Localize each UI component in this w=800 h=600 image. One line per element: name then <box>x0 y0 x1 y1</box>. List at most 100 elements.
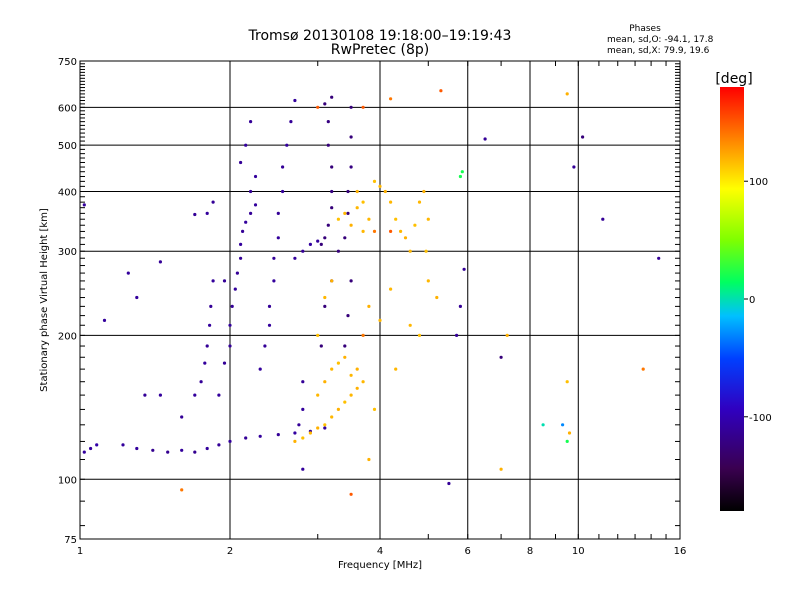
stats-header: Phases <box>629 24 661 34</box>
data-point <box>301 436 305 440</box>
data-point <box>151 448 155 452</box>
data-point <box>330 206 334 210</box>
data-point <box>267 323 272 327</box>
data-point <box>326 143 330 147</box>
data-point <box>102 318 107 322</box>
data-point <box>462 267 466 271</box>
data-point <box>89 446 93 451</box>
data-point <box>253 203 258 207</box>
data-point <box>239 160 243 165</box>
data-point <box>244 436 248 440</box>
data-point <box>281 165 285 169</box>
data-point <box>323 380 327 384</box>
data-point <box>217 393 221 397</box>
data-point <box>426 217 430 221</box>
data-points <box>82 89 661 496</box>
data-point <box>361 229 365 233</box>
data-point <box>222 279 227 283</box>
y-tick-label: 500 <box>58 141 77 152</box>
data-point <box>361 200 365 204</box>
data-point <box>349 165 353 169</box>
data-point <box>217 443 221 447</box>
data-point <box>95 443 99 447</box>
data-point <box>641 367 645 371</box>
data-point <box>601 217 605 221</box>
data-point <box>319 242 323 246</box>
data-point <box>316 426 320 430</box>
data-point <box>346 211 350 215</box>
data-point <box>367 457 371 462</box>
data-point <box>541 423 545 427</box>
data-point <box>323 304 327 308</box>
data-point <box>447 481 451 486</box>
data-point <box>439 89 443 93</box>
data-point <box>355 386 359 390</box>
data-point <box>285 143 289 147</box>
data-point <box>561 423 565 427</box>
data-point <box>361 333 365 337</box>
data-point <box>389 200 393 204</box>
data-point <box>499 355 503 359</box>
y-tick-label: 750 <box>58 57 77 68</box>
data-point <box>233 287 237 291</box>
data-point <box>126 271 130 275</box>
data-point <box>349 279 353 283</box>
data-point <box>203 361 207 365</box>
data-point <box>336 361 340 365</box>
data-point <box>121 443 125 447</box>
data-point <box>355 367 359 371</box>
data-point <box>426 279 430 283</box>
data-point <box>272 279 276 283</box>
data-point <box>258 434 262 438</box>
data-point <box>565 439 569 443</box>
data-point <box>336 217 340 221</box>
data-point <box>367 304 371 308</box>
y-tick-label: 300 <box>58 247 77 258</box>
data-point <box>458 174 462 179</box>
data-point <box>326 223 330 227</box>
data-point <box>301 249 305 253</box>
data-point <box>336 407 340 411</box>
chart-title: Tromsø 20130108 19:18:00–19:19:43 <box>248 28 512 44</box>
data-point <box>435 295 439 300</box>
data-point <box>408 323 412 327</box>
data-point <box>330 415 334 419</box>
x-tick-label: 10 <box>572 546 585 557</box>
data-point <box>408 249 412 253</box>
data-point <box>399 229 403 233</box>
data-point <box>193 450 197 454</box>
colorbar-ticks: 100 0 -100 <box>744 177 772 424</box>
data-point <box>394 367 398 371</box>
data-point <box>323 423 327 427</box>
data-point <box>361 105 365 109</box>
y-tick-label: 200 <box>58 331 77 342</box>
data-point <box>208 323 212 327</box>
data-point <box>249 211 253 215</box>
data-point <box>499 467 503 471</box>
data-point <box>483 137 487 141</box>
colorbar-label: [deg] <box>715 71 752 87</box>
data-point <box>383 189 387 194</box>
data-point <box>276 433 280 437</box>
data-point <box>394 217 398 221</box>
y-axis-label: Stationary phase Virtual Height [km] <box>39 208 50 392</box>
data-point <box>355 189 359 194</box>
data-point <box>413 223 417 227</box>
data-point <box>326 120 330 124</box>
data-point <box>657 256 661 260</box>
data-point <box>372 179 377 183</box>
data-point <box>316 105 320 109</box>
x-tick-label: 8 <box>527 546 533 557</box>
y-tick-label: 75 <box>64 535 77 546</box>
data-point <box>367 217 371 221</box>
data-point <box>565 92 569 96</box>
data-point <box>289 120 293 124</box>
data-point <box>276 211 280 215</box>
data-point <box>323 295 327 300</box>
data-point <box>180 488 184 492</box>
data-point <box>346 189 350 194</box>
data-point <box>205 344 209 348</box>
y-tick-label: 100 <box>58 475 77 486</box>
data-point <box>349 223 353 227</box>
data-point <box>458 304 462 308</box>
